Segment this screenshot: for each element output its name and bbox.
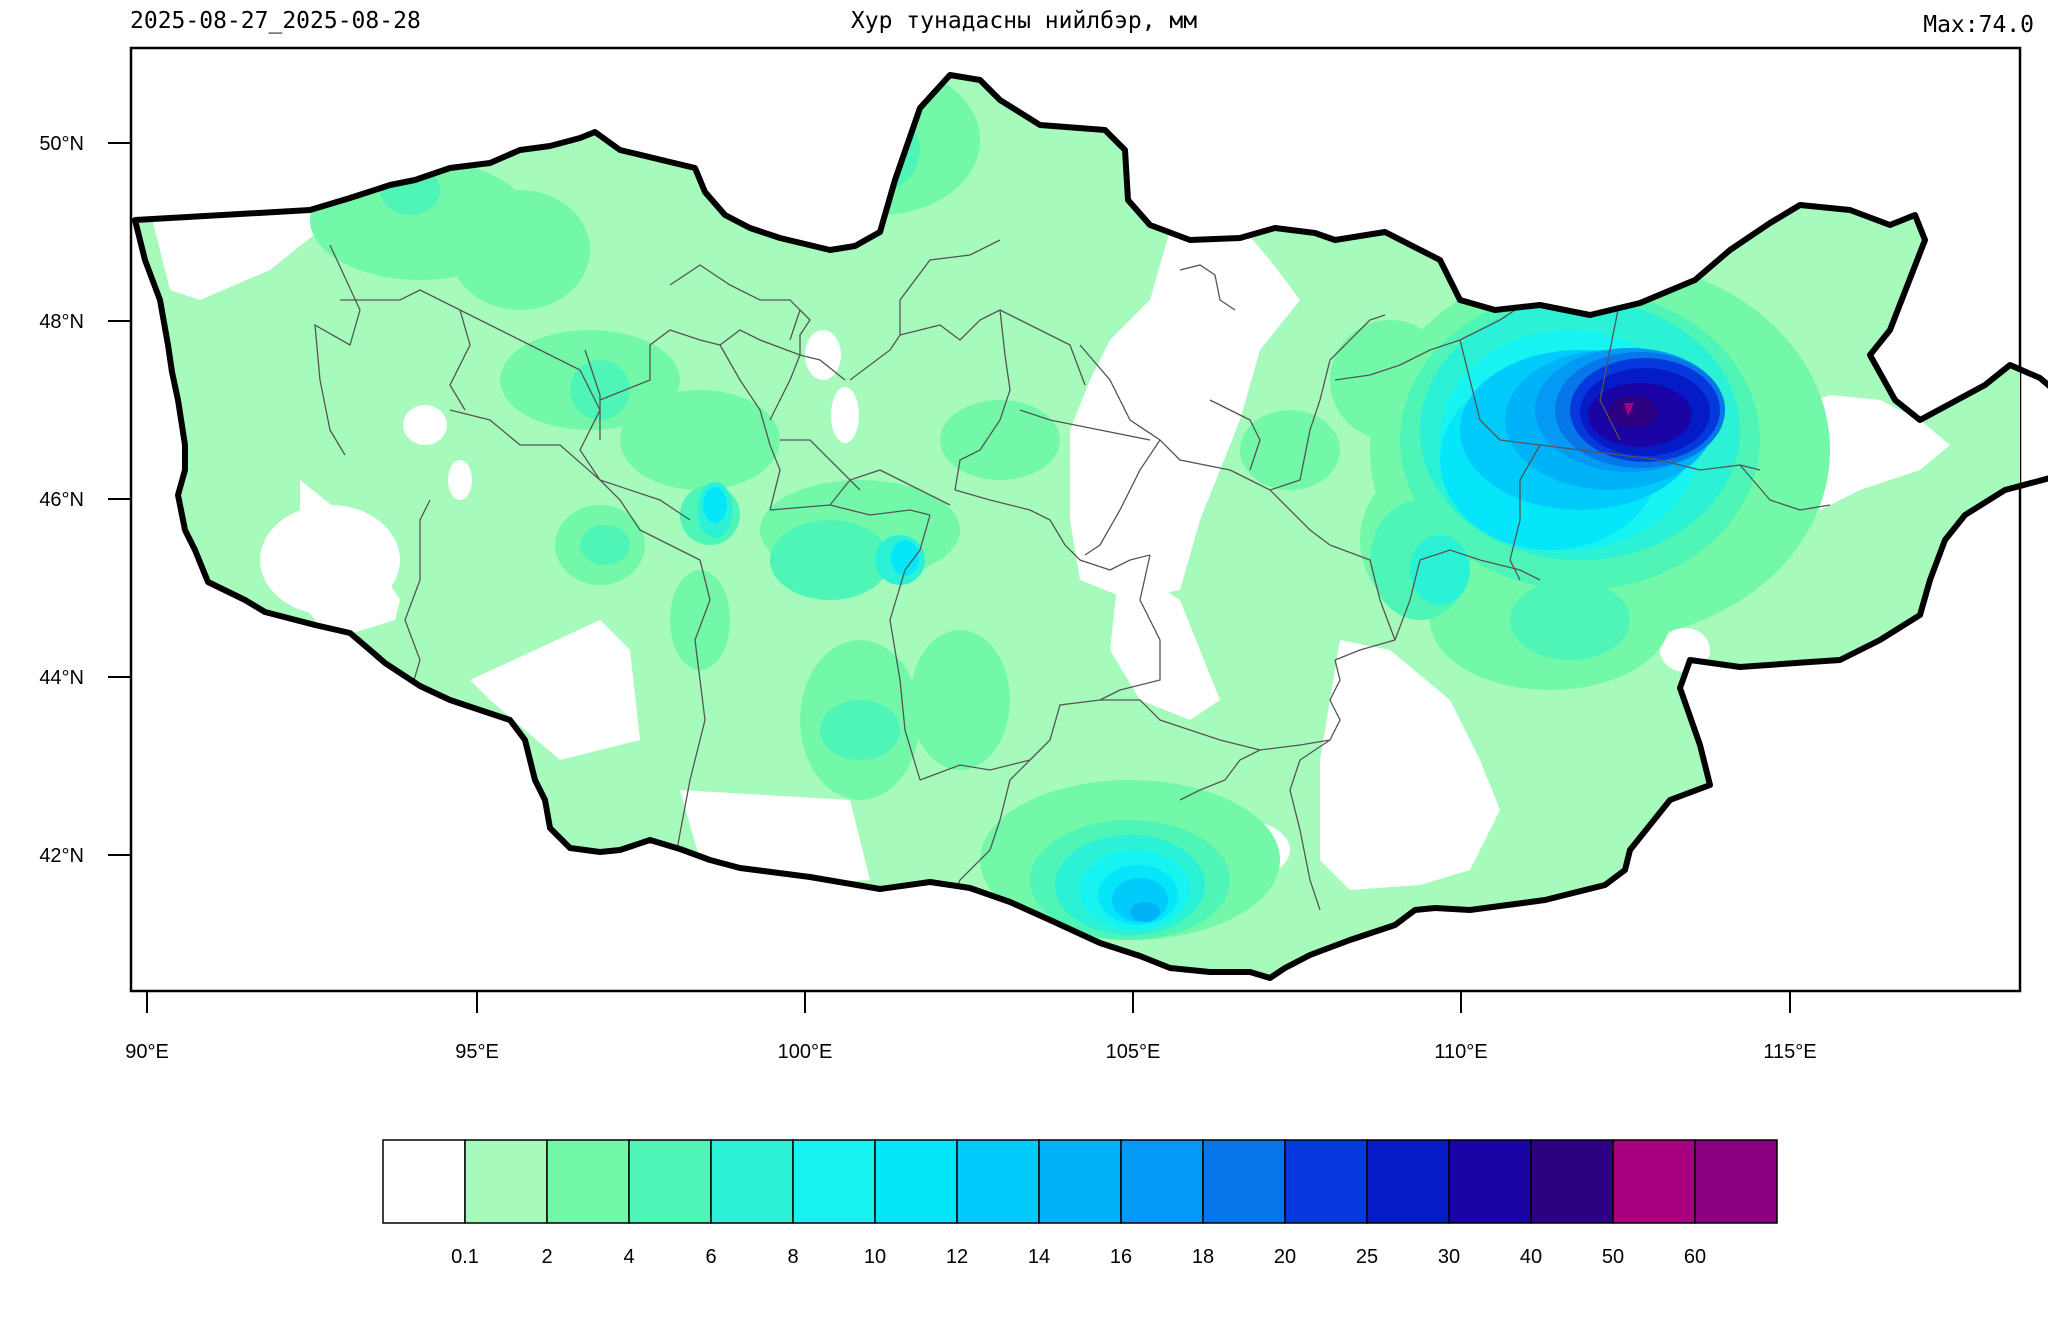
lon-tick-label: 110°E [1434, 1041, 1487, 1063]
lon-tick-label: 105°E [1106, 1041, 1161, 1063]
lon-tick-label: 100°E [778, 1041, 833, 1063]
legend-label: 2 [541, 1246, 552, 1268]
legend-label: 8 [787, 1246, 798, 1268]
legend-swatch [546, 1139, 630, 1224]
legend-swatch [792, 1139, 876, 1224]
legend-swatch [1366, 1139, 1450, 1224]
legend-label: 14 [1028, 1246, 1050, 1268]
legend-swatch [710, 1139, 794, 1224]
lat-tick-label: 48°N [39, 311, 84, 333]
legend-swatch [1530, 1139, 1614, 1224]
legend-swatch [1694, 1139, 1778, 1224]
legend-label: 0.1 [451, 1246, 479, 1268]
legend-swatch [1284, 1139, 1368, 1224]
legend-label: 50 [1602, 1246, 1624, 1268]
lon-tick-label: 90°E [125, 1041, 169, 1063]
legend-label: 4 [623, 1246, 634, 1268]
legend-label: 18 [1192, 1246, 1214, 1268]
dry-zones [150, 195, 1950, 890]
legend-swatch [1038, 1139, 1122, 1224]
legend-label: 60 [1684, 1246, 1706, 1268]
legend-label: 16 [1110, 1246, 1132, 1268]
legend-swatch [1612, 1139, 1696, 1224]
color-legend [382, 1139, 1778, 1224]
legend-swatch [1120, 1139, 1204, 1224]
lon-ticks [146, 991, 1791, 1013]
legend-swatch [874, 1139, 958, 1224]
legend-swatch [382, 1139, 466, 1224]
map-title: Хур тунадасны нийлбэр, мм [850, 8, 1198, 34]
legend-swatch [1202, 1139, 1286, 1224]
legend-label: 20 [1274, 1246, 1296, 1268]
legend-label: 6 [705, 1246, 716, 1268]
legend-label: 10 [864, 1246, 886, 1268]
legend-swatch [628, 1139, 712, 1224]
lat-tick-label: 44°N [39, 667, 84, 689]
legend-swatch [1448, 1139, 1532, 1224]
max-value-label: Max:74.0 [1923, 12, 2034, 38]
country-border [132, 72, 2048, 981]
band-40-50mm [1608, 396, 1658, 428]
legend-label: 40 [1520, 1246, 1542, 1268]
lat-ticks [108, 142, 131, 856]
lon-tick-label: 115°E [1763, 1041, 1816, 1063]
lat-tick-label: 46°N [39, 489, 84, 511]
province-boundaries [314, 239, 1831, 911]
legend-label: 12 [946, 1246, 968, 1268]
legend-label: 25 [1356, 1246, 1378, 1268]
band-50-60mm [1624, 403, 1634, 416]
lat-tick-label: 42°N [39, 845, 84, 867]
legend-label: 30 [1438, 1246, 1460, 1268]
lat-tick-label: 50°N [39, 133, 84, 155]
date-range-label: 2025-08-27_2025-08-28 [130, 8, 421, 34]
legend-swatch [956, 1139, 1040, 1224]
legend-labels: 0.1 2 4 6 8 10 12 14 16 18 20 25 30 40 50 60 [451, 1246, 1706, 1268]
lon-tick-label: 95°E [455, 1041, 499, 1063]
legend-swatch [464, 1139, 548, 1224]
